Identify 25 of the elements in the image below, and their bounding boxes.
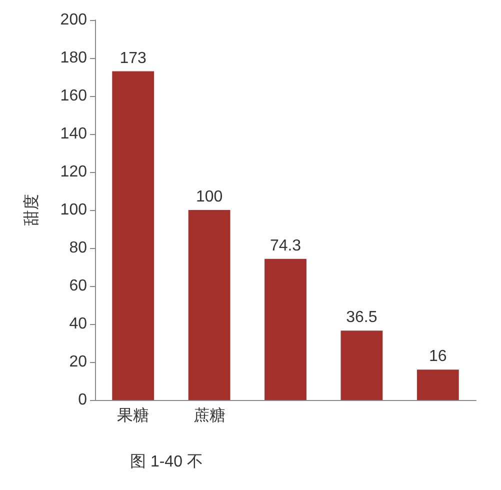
y-tick-label: 20 xyxy=(69,354,88,370)
x-tick-label: 蔗糖 xyxy=(193,406,226,424)
y-tick-label: 80 xyxy=(69,240,88,256)
data-label: 16 xyxy=(429,348,447,366)
y-tick-label: 140 xyxy=(60,126,88,142)
y-tick-label: 60 xyxy=(69,278,88,294)
y-tick-label: 0 xyxy=(78,392,88,408)
bar xyxy=(416,370,459,400)
y-tick-label: 160 xyxy=(60,88,88,104)
bar xyxy=(340,330,383,400)
bar xyxy=(112,71,154,400)
y-tick-label: 100 xyxy=(60,202,88,218)
y-tick-label: 180 xyxy=(60,50,88,66)
x-tick-label: 果糖 xyxy=(117,406,150,424)
data-label: 74.3 xyxy=(270,237,302,254)
bar xyxy=(264,258,306,400)
y-tick-label: 200 xyxy=(60,12,88,28)
data-label: 100 xyxy=(196,188,223,206)
y-axis-title: 甜度 xyxy=(22,194,40,226)
data-label: 173 xyxy=(120,50,147,67)
y-tick-label: 40 xyxy=(69,316,88,332)
caption: 图 1-40 不 xyxy=(130,454,203,470)
y-tick-label: 120 xyxy=(60,164,88,180)
bar xyxy=(188,210,230,400)
data-label: 36.5 xyxy=(346,309,378,326)
